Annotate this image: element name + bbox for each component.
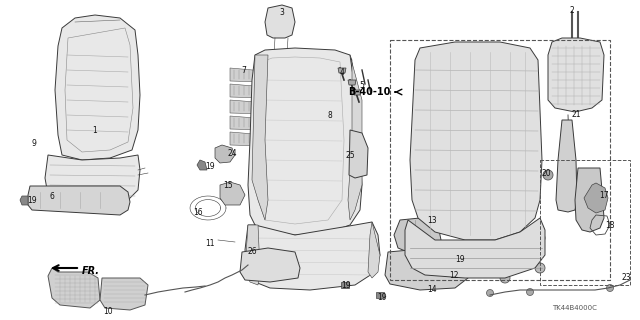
Bar — [430, 130, 445, 150]
Polygon shape — [100, 278, 148, 310]
Text: 19: 19 — [341, 281, 351, 290]
Text: 23: 23 — [621, 273, 631, 282]
Polygon shape — [349, 130, 368, 178]
Polygon shape — [230, 84, 266, 98]
Text: 12: 12 — [449, 270, 459, 279]
Polygon shape — [20, 196, 28, 205]
Bar — [508, 130, 523, 150]
Polygon shape — [548, 38, 604, 112]
Text: 16: 16 — [193, 207, 203, 217]
Polygon shape — [55, 15, 140, 160]
Circle shape — [431, 266, 439, 274]
Polygon shape — [215, 145, 235, 163]
Polygon shape — [385, 250, 468, 290]
Polygon shape — [48, 268, 100, 308]
Polygon shape — [440, 263, 455, 275]
Polygon shape — [230, 132, 266, 146]
Text: 19: 19 — [377, 292, 387, 301]
Polygon shape — [230, 100, 268, 114]
Polygon shape — [230, 68, 264, 82]
Circle shape — [535, 233, 545, 243]
Text: 15: 15 — [223, 180, 233, 189]
Polygon shape — [348, 80, 356, 85]
Polygon shape — [405, 218, 545, 278]
Polygon shape — [368, 222, 380, 278]
Text: 4: 4 — [340, 68, 344, 76]
Text: 13: 13 — [427, 215, 437, 225]
Polygon shape — [575, 168, 604, 232]
Polygon shape — [338, 68, 346, 73]
Polygon shape — [220, 182, 245, 205]
Circle shape — [446, 266, 454, 274]
Polygon shape — [348, 55, 362, 220]
Text: 19: 19 — [455, 255, 465, 265]
Text: 24: 24 — [227, 148, 237, 157]
Text: 5: 5 — [360, 81, 364, 90]
Text: 26: 26 — [247, 246, 257, 255]
Text: FR.: FR. — [82, 266, 100, 276]
Circle shape — [527, 289, 534, 295]
Polygon shape — [230, 116, 268, 130]
Bar — [475, 130, 495, 150]
Text: 8: 8 — [328, 110, 332, 119]
Text: TK44B4000C: TK44B4000C — [552, 305, 597, 311]
Text: 17: 17 — [599, 190, 609, 199]
Polygon shape — [45, 155, 140, 205]
Text: 25: 25 — [345, 150, 355, 159]
Polygon shape — [245, 225, 260, 285]
Polygon shape — [265, 5, 295, 38]
Polygon shape — [410, 42, 542, 240]
Text: 19: 19 — [205, 162, 215, 171]
Bar — [440, 175, 455, 193]
Polygon shape — [584, 183, 608, 213]
Bar — [430, 80, 450, 105]
Polygon shape — [28, 186, 130, 215]
Circle shape — [543, 170, 553, 180]
Bar — [470, 80, 495, 105]
Polygon shape — [252, 55, 268, 220]
Text: 11: 11 — [205, 238, 215, 247]
Text: 6: 6 — [49, 191, 54, 201]
Bar — [390, 40, 610, 280]
Circle shape — [411, 265, 421, 275]
Polygon shape — [240, 248, 300, 282]
Text: 19: 19 — [27, 196, 37, 204]
Text: B-40-10: B-40-10 — [348, 87, 390, 97]
Circle shape — [607, 284, 614, 292]
Polygon shape — [245, 222, 380, 290]
Polygon shape — [376, 292, 384, 298]
Circle shape — [445, 273, 455, 283]
Circle shape — [411, 235, 421, 245]
Bar — [490, 175, 508, 193]
Polygon shape — [353, 90, 361, 95]
Polygon shape — [197, 160, 207, 170]
Polygon shape — [341, 282, 349, 288]
Circle shape — [416, 266, 424, 274]
Bar — [505, 80, 525, 105]
Circle shape — [535, 263, 545, 273]
Text: 2: 2 — [570, 5, 574, 14]
Text: 18: 18 — [605, 220, 615, 229]
Circle shape — [500, 273, 510, 283]
Text: 21: 21 — [572, 109, 580, 118]
Circle shape — [486, 290, 493, 297]
Text: 20: 20 — [541, 169, 551, 178]
Polygon shape — [556, 120, 577, 212]
Polygon shape — [394, 218, 442, 255]
Bar — [540, 160, 630, 285]
Text: 14: 14 — [427, 285, 437, 294]
Circle shape — [401, 266, 409, 274]
Text: 3: 3 — [280, 7, 284, 17]
Polygon shape — [248, 48, 362, 235]
Text: 9: 9 — [31, 139, 36, 148]
Text: 7: 7 — [241, 66, 246, 75]
Text: 10: 10 — [103, 308, 113, 316]
Text: 1: 1 — [93, 125, 97, 134]
